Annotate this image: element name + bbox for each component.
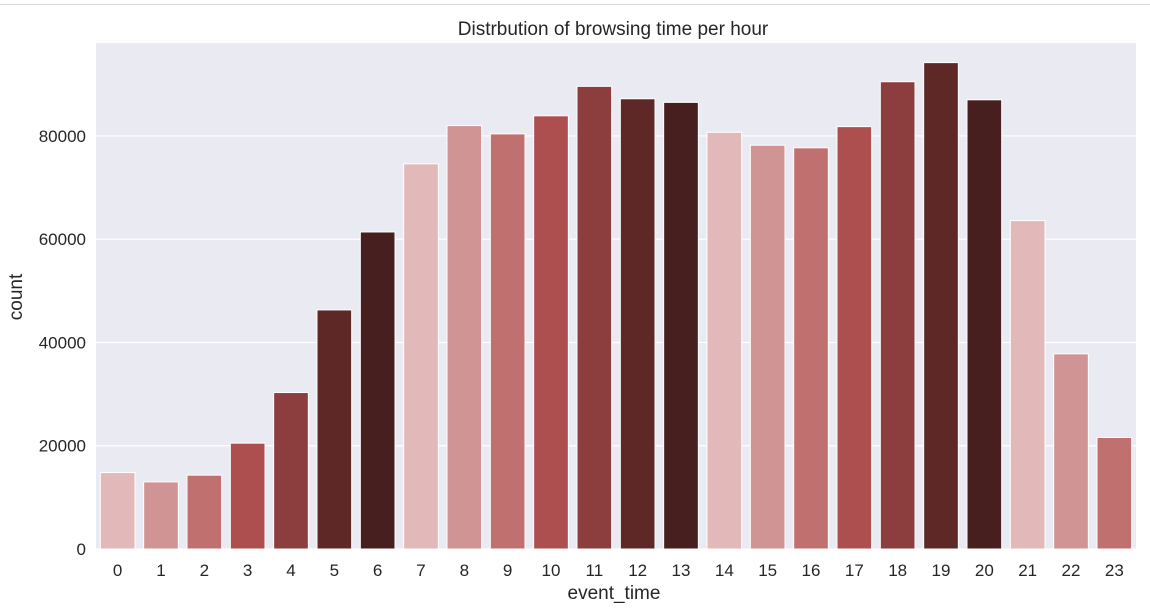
y-tick-label: 80000	[39, 127, 86, 146]
bar-hour-16	[793, 147, 829, 550]
x-tick-label: 21	[1018, 561, 1037, 580]
x-tick-label: 13	[672, 561, 691, 580]
bar-hour-9	[489, 133, 526, 550]
bar-hour-7	[403, 163, 439, 550]
x-tick-label: 20	[975, 561, 994, 580]
x-tick-label: 22	[1062, 561, 1081, 580]
bar-hour-23	[1096, 436, 1133, 550]
x-tick-label: 19	[932, 561, 951, 580]
x-tick-label: 18	[888, 561, 907, 580]
y-tick-label: 40000	[39, 333, 86, 352]
bar-hour-1	[143, 481, 179, 550]
x-tick-label: 2	[200, 561, 209, 580]
x-tick-label: 15	[758, 561, 777, 580]
x-axis-label: event_time	[568, 583, 661, 604]
x-tick-label: 0	[113, 561, 122, 580]
bar-hour-19	[923, 62, 959, 550]
bar-hour-11	[576, 85, 613, 550]
x-tick-label: 9	[503, 561, 512, 580]
x-tick-label: 17	[845, 561, 864, 580]
x-tick-labels: 0 1 2 3 4 5 6 7 8 9 10 11 12 13 14 15 16 17 18 19 20 21 22 23	[113, 561, 1124, 580]
x-tick-label: 5	[330, 561, 339, 580]
bar-hour-14	[706, 131, 743, 550]
bar-hour-22	[1053, 353, 1089, 550]
bar-hour-5	[316, 309, 353, 550]
x-tick-label: 4	[286, 561, 295, 580]
bar-hour-13	[663, 101, 699, 550]
bar-hour-10	[533, 115, 569, 550]
y-tick-labels: 0 20000 40000 60000 80000	[39, 127, 86, 559]
bar-hour-0	[99, 472, 136, 550]
bar-hour-3	[229, 442, 266, 550]
bar-hour-15	[749, 144, 786, 550]
x-tick-label: 10	[542, 561, 561, 580]
x-tick-label: 3	[243, 561, 252, 580]
x-tick-label: 7	[416, 561, 425, 580]
bar-hour-8	[446, 125, 483, 550]
plot-area	[96, 43, 1136, 549]
x-tick-label: 23	[1105, 561, 1124, 580]
y-tick-label: 0	[77, 540, 86, 559]
bar-hour-12	[619, 98, 656, 550]
y-tick-label: 60000	[39, 230, 86, 249]
x-tick-label: 1	[156, 561, 165, 580]
bar-hour-21	[1009, 220, 1046, 550]
bar-hour-2	[186, 474, 223, 550]
bar-hour-18	[879, 81, 916, 550]
window-top-border	[0, 4, 1150, 5]
chart-title: Distrbution of browsing time per hour	[458, 19, 769, 40]
gridlines	[96, 135, 1136, 550]
x-tick-label: 11	[586, 561, 604, 580]
bar-hour-20	[966, 99, 1003, 550]
x-tick-label: 16	[802, 561, 821, 580]
x-tick-label: 8	[460, 561, 469, 580]
x-tick-label: 14	[715, 561, 734, 580]
bars	[99, 62, 1133, 550]
x-tick-label: 12	[628, 561, 647, 580]
y-tick-label: 20000	[39, 437, 86, 456]
bar-hour-17	[836, 126, 873, 550]
y-axis-label: count	[6, 273, 27, 320]
bar-hour-4	[273, 392, 309, 550]
x-tick-label: 6	[373, 561, 382, 580]
bar-hour-6	[359, 231, 396, 550]
